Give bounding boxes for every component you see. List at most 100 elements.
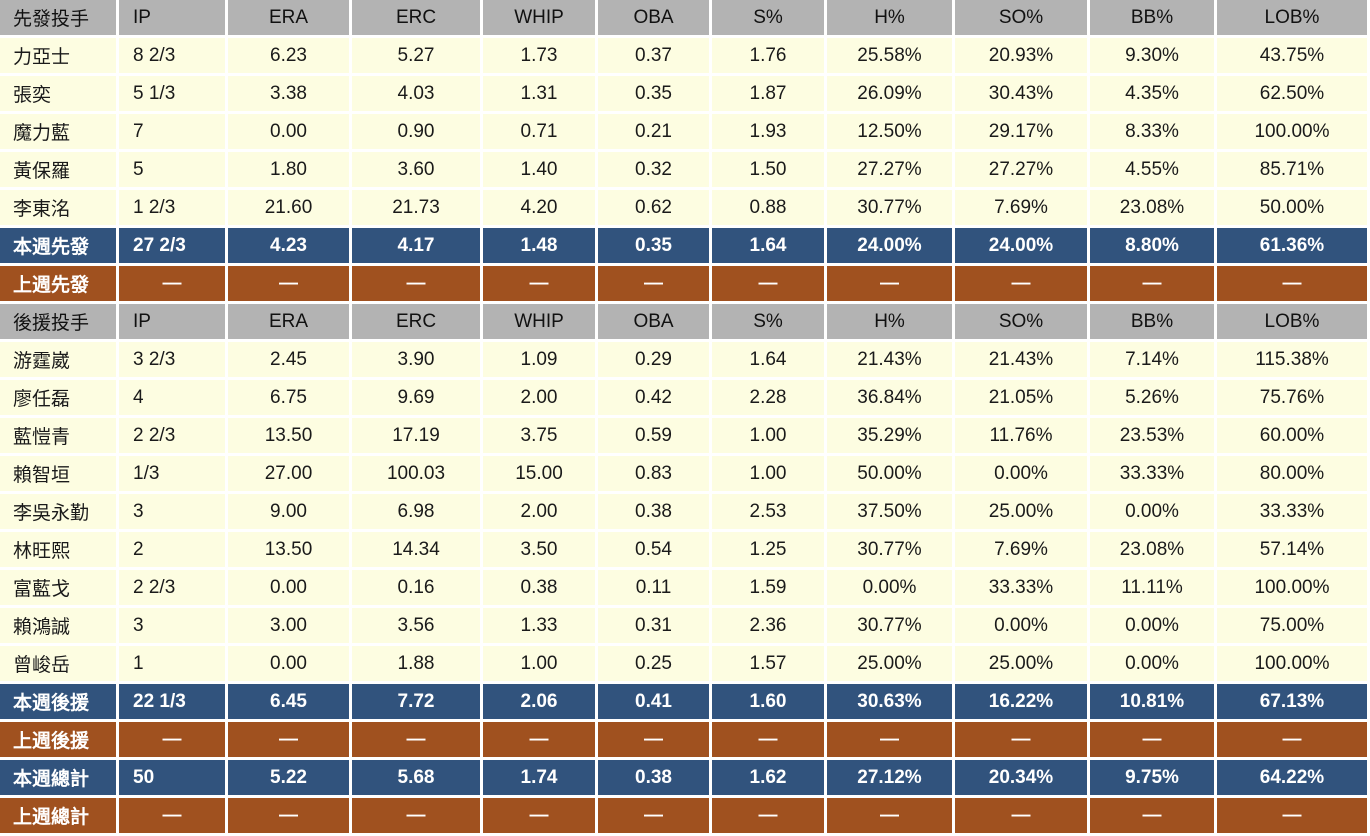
stat-cell: 0.11 [598,570,712,608]
table-row: 林旺熙 2 13.50 14.34 3.50 0.54 1.25 30.77% 7.69% 23.… [0,532,1370,570]
stat-cell: 0.29 [598,342,712,380]
stat-cell: 0.37 [598,38,712,76]
stat-cell: 1.80 [228,152,352,190]
stat-cell: 0.35 [598,76,712,114]
table-row: 賴智垣 1/3 27.00 100.03 15.00 0.83 1.00 50.00% 0.00… [0,456,1370,494]
stat-cell: 26.09% [827,76,955,114]
stat-cell: 17.19 [352,418,483,456]
stat-cell: — [955,722,1090,760]
table-row: 張奕 5 1/3 3.38 4.03 1.31 0.35 1.87 26.09% 30.43% 4… [0,76,1370,114]
stat-cell: 27.27% [955,152,1090,190]
stat-cell: 24.00% [955,228,1090,266]
stat-cell: 50 [119,760,228,798]
column-header: ERA [228,0,352,38]
stat-cell: 1.60 [712,684,827,722]
stat-cell: 0.00 [228,646,352,684]
stat-cell: 33.33% [1090,456,1217,494]
stat-cell: — [1217,798,1370,836]
stat-cell: 1.09 [483,342,598,380]
stat-cell: 0.16 [352,570,483,608]
stat-cell: 0.38 [483,570,598,608]
table-row: 李吳永勤 3 9.00 6.98 2.00 0.38 2.53 37.50% 25.00% 0.0… [0,494,1370,532]
table-row: 曾峻岳 1 0.00 1.88 1.00 0.25 1.57 25.00% 25.00% 0.00… [0,646,1370,684]
column-header: OBA [598,0,712,38]
stat-cell: 6.98 [352,494,483,532]
stat-cell: 20.93% [955,38,1090,76]
stat-cell: 2.36 [712,608,827,646]
stat-cell: 10.81% [1090,684,1217,722]
row-label: 游霆崴 [0,342,119,380]
stat-cell: 1.48 [483,228,598,266]
stat-cell: 1.50 [712,152,827,190]
stat-cell: 23.53% [1090,418,1217,456]
column-header: IP [119,304,228,342]
stat-cell: 60.00% [1217,418,1370,456]
stat-cell: 0.00% [1090,646,1217,684]
stat-cell: 3.50 [483,532,598,570]
stat-cell: 3.00 [228,608,352,646]
stat-cell: 12.50% [827,114,955,152]
stat-cell: 0.62 [598,190,712,228]
table-row: 力亞士 8 2/3 6.23 5.27 1.73 0.37 1.76 25.58% 20.93%… [0,38,1370,76]
stat-cell: 8.80% [1090,228,1217,266]
stat-cell: 4.55% [1090,152,1217,190]
stat-cell: 0.00 [228,570,352,608]
stat-cell: 3.75 [483,418,598,456]
stat-cell: 30.63% [827,684,955,722]
stat-cell: 0.90 [352,114,483,152]
row-label: 上週總計 [0,798,119,836]
stat-cell: 25.00% [955,646,1090,684]
row-label: 黃保羅 [0,152,119,190]
stat-cell: 2 2/3 [119,570,228,608]
stat-cell: — [598,722,712,760]
stat-cell: 11.76% [955,418,1090,456]
stat-cell: 30.43% [955,76,1090,114]
stat-cell: — [955,798,1090,836]
stat-cell: 57.14% [1217,532,1370,570]
stat-cell: 1.93 [712,114,827,152]
stat-cell: 1.00 [483,646,598,684]
stat-cell: 1.87 [712,76,827,114]
column-header: S% [712,304,827,342]
stat-cell: 2 2/3 [119,418,228,456]
table-row: 上週總計 — — — — — — — — — — [0,798,1370,836]
stat-cell: — [352,722,483,760]
row-label: 上週後援 [0,722,119,760]
stat-cell: 21.43% [955,342,1090,380]
stat-cell: 0.42 [598,380,712,418]
stat-cell: 3.38 [228,76,352,114]
stat-cell: 0.88 [712,190,827,228]
stat-cell: 21.05% [955,380,1090,418]
stat-cell: 5.26% [1090,380,1217,418]
stat-cell: 75.00% [1217,608,1370,646]
table-row: 黃保羅 5 1.80 3.60 1.40 0.32 1.50 27.27% 27.27% 4.55… [0,152,1370,190]
stat-cell: 1.40 [483,152,598,190]
stat-cell: 0.59 [598,418,712,456]
stat-cell: — [119,266,228,304]
table-row: 廖任磊 4 6.75 9.69 2.00 0.42 2.28 36.84% 21.05% 5.26… [0,380,1370,418]
stat-cell: 1.33 [483,608,598,646]
stat-cell: 15.00 [483,456,598,494]
stat-cell: 0.00% [1090,608,1217,646]
row-label: 李東洺 [0,190,119,228]
row-label: 賴智垣 [0,456,119,494]
stat-cell: — [598,266,712,304]
stat-cell: 7.69% [955,190,1090,228]
stat-cell: 1.00 [712,418,827,456]
row-label: 本週先發 [0,228,119,266]
stat-cell: 22 1/3 [119,684,228,722]
stat-cell: 30.77% [827,608,955,646]
stat-cell: 2.45 [228,342,352,380]
stat-cell: 5 [119,152,228,190]
stat-cell: 0.54 [598,532,712,570]
stat-cell: 9.75% [1090,760,1217,798]
stat-cell: 0.38 [598,760,712,798]
stat-cell: 27.27% [827,152,955,190]
row-label: 魔力藍 [0,114,119,152]
column-header: ERC [352,0,483,38]
table-row: 李東洺 1 2/3 21.60 21.73 4.20 0.62 0.88 30.77% 7.69… [0,190,1370,228]
stat-cell: 3 [119,608,228,646]
stat-cell: 0.00% [955,456,1090,494]
stat-cell: 50.00% [1217,190,1370,228]
